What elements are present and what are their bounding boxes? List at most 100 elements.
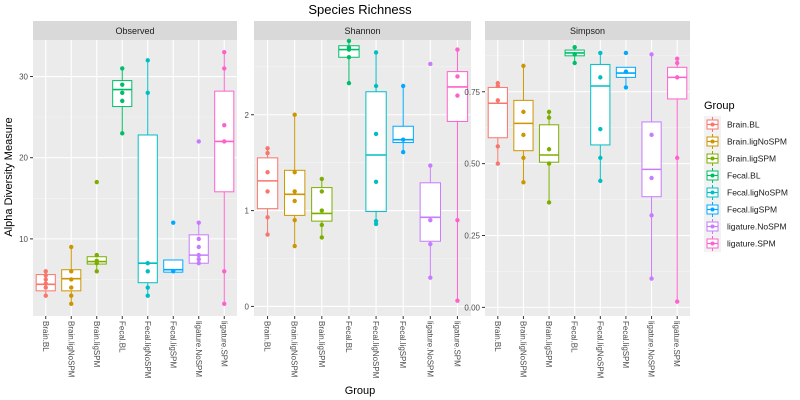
data-point	[649, 52, 654, 57]
data-point	[546, 109, 552, 115]
data-point	[598, 126, 603, 132]
x-tick-label: ligature.NoSPM	[425, 321, 434, 377]
facet-strip	[254, 21, 471, 40]
data-point	[649, 175, 654, 181]
x-tick-label: ligature.SPM	[452, 321, 461, 367]
data-point	[69, 244, 74, 250]
y-tick-label: 0.50	[464, 160, 480, 169]
data-point	[319, 222, 325, 228]
legend-label: Brain.BL	[727, 120, 760, 130]
data-point	[43, 285, 48, 290]
data-point	[292, 243, 297, 249]
x-tick-label: Fecal.ligSPM	[398, 321, 407, 368]
legend-label: Brain.ligSPM	[727, 154, 776, 164]
data-point	[521, 132, 526, 138]
legend-label: ligature.NoSPM	[727, 222, 787, 232]
data-point	[373, 83, 379, 89]
data-point	[265, 189, 270, 194]
data-point	[196, 244, 201, 250]
box-Brain.ligSPM	[311, 178, 333, 238]
data-point	[171, 269, 176, 274]
data-point	[455, 74, 460, 79]
x-tick-label: ligature.NoSPM	[194, 321, 203, 377]
data-point	[120, 82, 125, 87]
data-point	[265, 170, 270, 175]
box-body	[590, 63, 611, 146]
data-point	[319, 176, 325, 182]
data-point	[623, 69, 629, 74]
x-tick-label: Brain.ligNoSPM	[518, 321, 527, 378]
data-point	[319, 235, 325, 240]
legend-key-point	[710, 156, 715, 161]
data-point	[292, 170, 297, 175]
x-tick-label: Brain.ligSPM	[544, 321, 553, 368]
data-point	[495, 80, 501, 86]
legend-key-point	[710, 241, 715, 246]
x-tick-label: ligature.NoSPM	[647, 321, 656, 377]
legend-title: Group	[704, 100, 735, 112]
data-point	[546, 200, 552, 205]
panel-observed: Observed 10 20 30 Brain.BL Brain.ligNoSPM Brai…	[19, 21, 237, 379]
y-tick-label: 0.75	[464, 88, 480, 97]
x-tick-label: Fecal.BL	[570, 321, 579, 353]
legend: Group Brain.BL Brain.ligNoSPM Brain.ligSPM…	[704, 100, 788, 252]
data-point	[521, 63, 526, 69]
box-Brain.BL	[256, 148, 279, 235]
data-point	[455, 93, 460, 98]
data-point	[94, 258, 99, 263]
box-body	[256, 157, 279, 210]
data-point	[196, 261, 201, 266]
data-point	[400, 137, 406, 142]
data-point	[674, 60, 680, 66]
legend-entry-Brain.ligSPM: Brain.ligSPM	[704, 150, 776, 167]
box-ligature.NoSPM	[641, 54, 662, 279]
data-point	[69, 269, 74, 274]
x-tick-label: Fecal.ligSPM	[168, 321, 177, 368]
data-point	[546, 147, 552, 152]
box-body	[513, 99, 534, 152]
legend-entry-Fecal.ligNoSPM: Fecal.ligNoSPM	[704, 184, 788, 201]
data-point	[94, 179, 99, 185]
data-point	[598, 75, 603, 80]
data-point	[43, 281, 48, 286]
legend-entry-Brain.ligNoSPM: Brain.ligNoSPM	[704, 133, 787, 150]
box-ligature.NoSPM	[419, 165, 441, 278]
box-Fecal.ligSPM	[392, 86, 414, 153]
data-point	[265, 146, 270, 151]
data-point	[455, 217, 460, 223]
legend-entry-Fecal.BL: Fecal.BL	[704, 167, 761, 184]
data-point	[292, 217, 297, 223]
x-tick-label: Brain.ligSPM	[317, 321, 326, 368]
data-point	[346, 55, 352, 60]
data-point	[94, 269, 99, 274]
data-point	[455, 47, 460, 52]
y-tick-label: 2	[245, 111, 250, 120]
data-point	[674, 299, 680, 304]
data-point	[598, 178, 603, 184]
data-point	[346, 80, 352, 86]
y-axis-title: Alpha Diversity Measure	[3, 117, 15, 236]
data-point	[43, 273, 48, 278]
y-tick-label: 0.00	[464, 303, 480, 312]
data-point	[69, 285, 74, 290]
box-body	[667, 66, 688, 100]
data-point	[598, 50, 603, 56]
y-tick-label: 30	[19, 73, 28, 82]
legend-key-point	[710, 139, 715, 144]
data-point	[43, 293, 48, 298]
data-point	[222, 66, 227, 71]
data-point	[572, 52, 577, 57]
x-tick-label: Fecal.BL	[344, 321, 353, 353]
data-point	[145, 90, 150, 95]
legend-key-point	[710, 224, 715, 229]
box-body	[487, 86, 508, 139]
data-point	[222, 123, 227, 128]
box-body	[365, 91, 387, 213]
x-tick-label: Brain.BL	[493, 321, 502, 352]
legend-entry-Brain.BL: Brain.BL	[704, 116, 760, 133]
data-point	[623, 85, 629, 90]
data-point	[196, 256, 201, 262]
x-tick-label: Fecal.BL	[117, 321, 126, 353]
